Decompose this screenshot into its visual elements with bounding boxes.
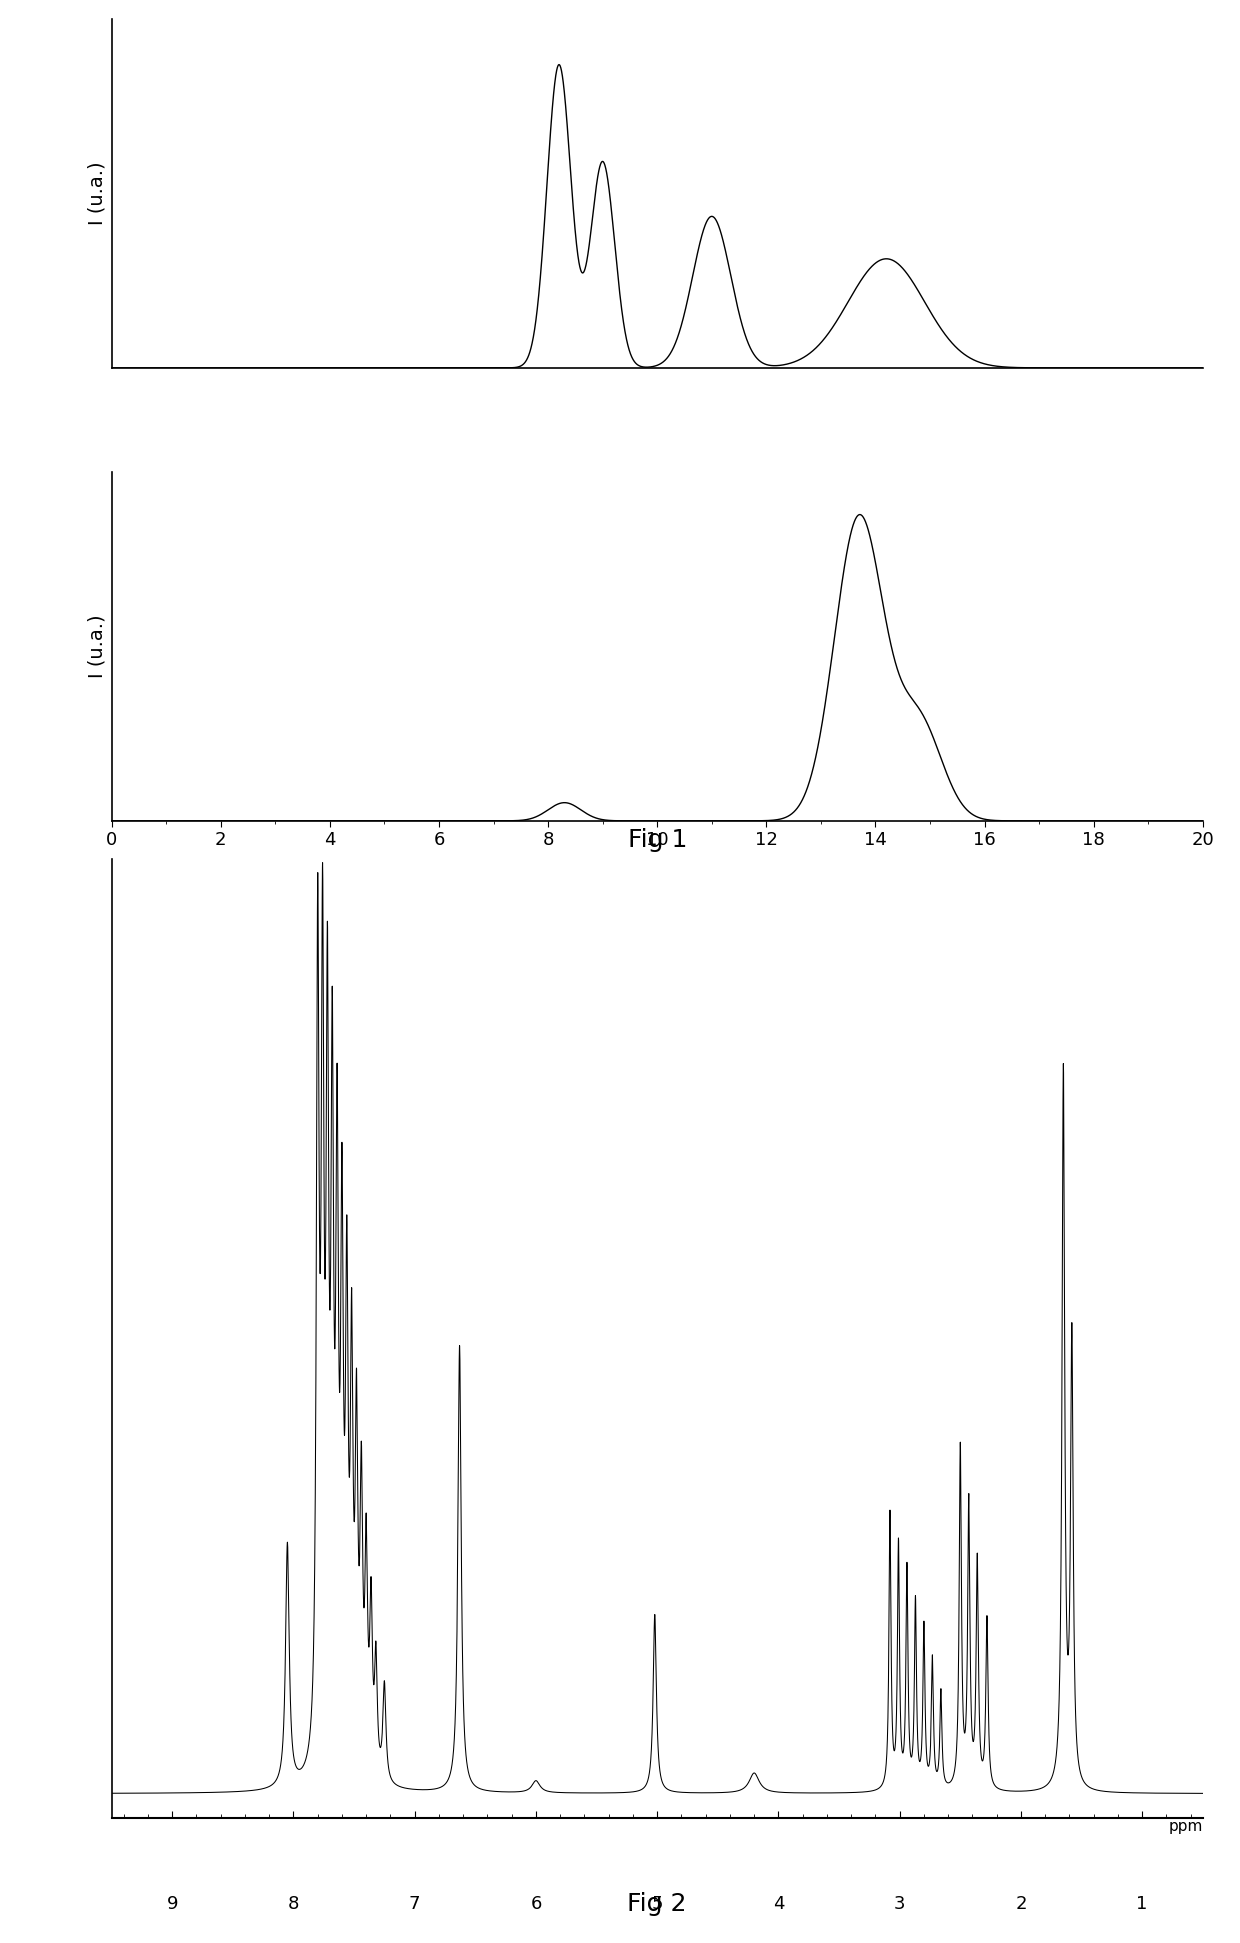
Y-axis label: I (u.a.): I (u.a.) bbox=[87, 614, 107, 678]
Text: Fig 1: Fig 1 bbox=[627, 828, 687, 853]
Text: Fig 2: Fig 2 bbox=[627, 1892, 687, 1916]
Y-axis label: I (u.a.): I (u.a.) bbox=[87, 161, 107, 225]
Text: ppm: ppm bbox=[1168, 1819, 1203, 1834]
